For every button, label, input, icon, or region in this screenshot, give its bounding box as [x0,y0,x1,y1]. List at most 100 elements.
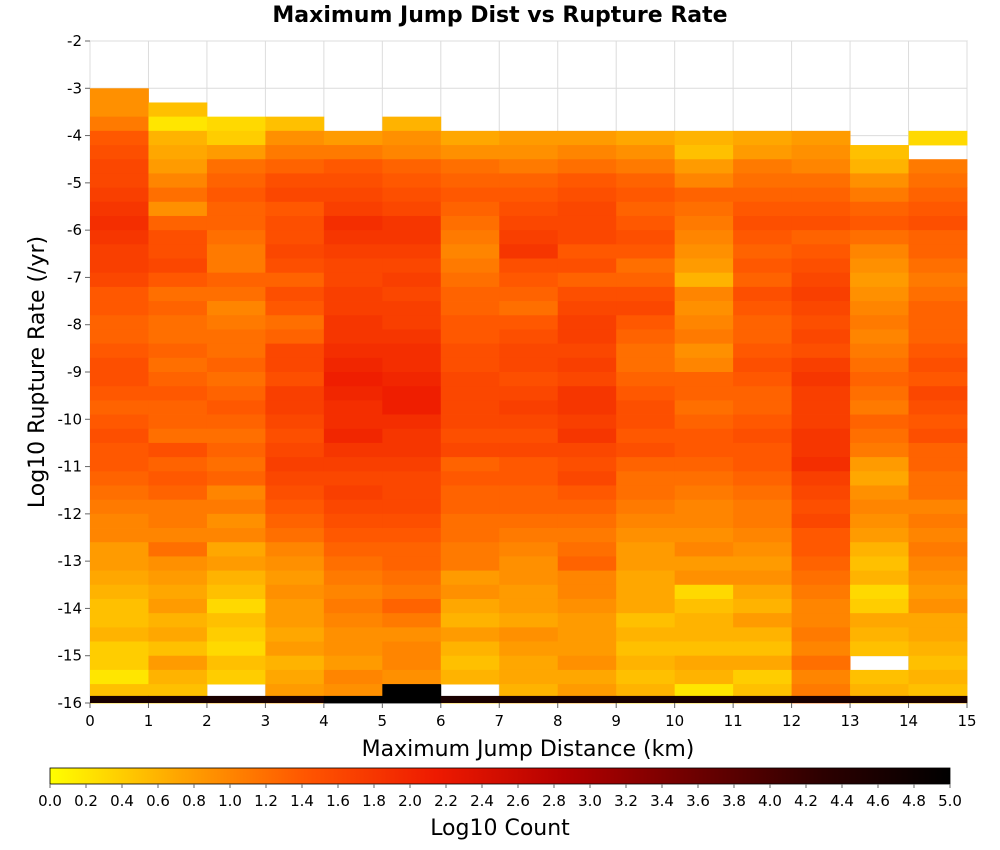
heatmap-cell [206,400,266,415]
heatmap-cell [557,542,617,557]
y-axis-ticks: -2 -3 -4 -5 -6 -7 -8 -9 -10 -11 -12 -13 -14 -15 -16 [58,32,90,712]
heatmap-cell [265,528,325,543]
heatmap-cell [908,357,968,373]
heatmap-cell [265,173,325,188]
heatmap-cell [382,286,442,302]
heatmap-cell [90,145,149,160]
heatmap-cell [674,286,734,302]
heatmap-cell [90,244,149,259]
heatmap-cell [616,414,676,430]
heatmap-cell [148,159,208,174]
heatmap-cell [791,641,851,657]
heatmap-cell [499,272,559,288]
heatmap-cell [908,570,968,586]
heatmap-cell [674,301,734,316]
heatmap-cell [791,669,851,685]
heatmap-cell [674,187,734,203]
heatmap-cell [440,301,500,316]
heatmap-cell [382,627,442,642]
heatmap-cell [791,187,851,203]
heatmap-cell [440,343,500,359]
heatmap-cell [850,301,909,316]
heatmap-cell [148,315,208,330]
heatmap-cell [382,528,442,543]
heatmap-cell [440,669,500,685]
heatmap-cell [440,244,500,259]
heatmap-cell [499,556,559,571]
colorbar-tick-label: 0.0 [38,792,62,810]
heatmap-cell [791,244,851,259]
heatmap-cell [148,173,208,188]
heatmap-cell [499,159,559,174]
heatmap-cell [323,386,383,401]
heatmap-cell [557,442,617,458]
heatmap-cell [850,428,909,444]
heatmap-cell [440,187,500,203]
heatmap-cell [90,414,149,430]
heatmap-cell [850,343,909,359]
heatmap-cell [616,695,676,703]
heatmap-cell [791,400,851,415]
heatmap-cell [557,301,617,316]
heatmap-cell [206,258,266,274]
heatmap-cell [265,627,325,642]
heatmap-cell [908,414,968,430]
heatmap-cell [850,457,909,472]
heatmap-cell [791,513,851,529]
heatmap-cell [265,471,325,486]
heatmap-cell [323,258,383,274]
heatmap-cell [499,315,559,330]
heatmap-cell [90,471,149,486]
heatmap-cell [791,499,851,515]
heatmap-cell [557,584,617,600]
heatmap-cell [733,145,792,160]
heatmap-cell [440,641,500,657]
heatmap-cell [265,315,325,330]
heatmap-cell [206,556,266,571]
heatmap-cell [616,159,676,174]
heatmap-cell [674,215,734,231]
heatmap-cell [674,627,734,642]
heatmap-cell [850,542,909,557]
heatmap-cell [440,272,500,288]
heatmap-cell [206,584,266,600]
heatmap-cell [674,372,734,387]
y-tick-label: -12 [58,505,83,523]
heatmap-cell [440,513,500,529]
heatmap-cell [908,499,968,515]
heatmap-cell [733,499,792,515]
heatmap-cell [440,386,500,401]
heatmap-cell [323,400,383,415]
heatmap-cell [323,215,383,231]
heatmap-cell [148,499,208,515]
heatmap-cell [850,641,909,657]
heatmap-cell [791,201,851,217]
heatmap-cell [265,386,325,401]
heatmap-cell [850,357,909,373]
x-axis-ticks: 0 1 2 3 4 5 6 7 8 9 10 11 12 13 14 15 [85,703,977,730]
heatmap-cell [382,556,442,571]
heatmap-cell [148,244,208,259]
heatmap-cell [791,485,851,501]
heatmap-cell [616,244,676,259]
heatmap-cell [382,244,442,259]
heatmap-cell [382,201,442,217]
heatmap-cell [791,145,851,160]
y-tick-label: -5 [67,174,82,192]
heatmap-cell [616,258,676,274]
heatmap-cell [850,528,909,543]
heatmap-cell [323,414,383,430]
heatmap-cell [206,528,266,543]
heatmap-cell [265,301,325,316]
heatmap-cell [616,386,676,401]
heatmap-cell [440,130,500,146]
heatmap-cell [499,613,559,628]
y-tick-label: -3 [67,79,82,97]
heatmap-cell [382,187,442,203]
y-tick-label: -7 [67,268,82,286]
heatmap-cell [557,258,617,274]
heatmap-cell [499,357,559,373]
heatmap-cell [323,343,383,359]
heatmap-cell [382,513,442,529]
heatmap-cell [908,258,968,274]
